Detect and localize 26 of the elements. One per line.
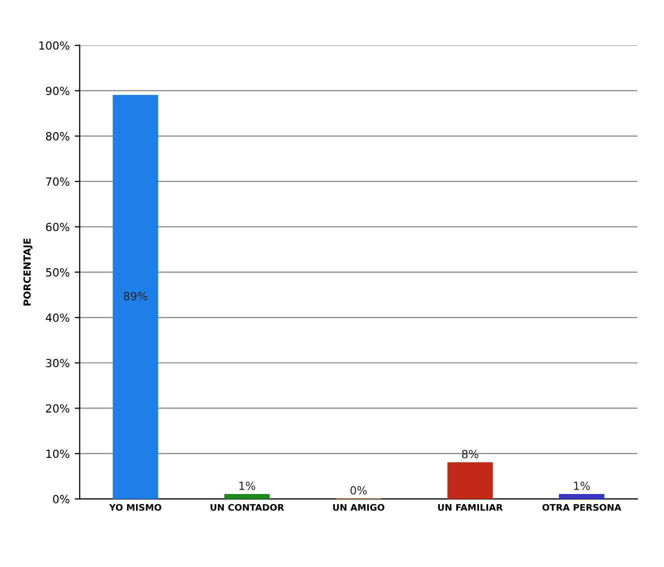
data-label: 1% bbox=[574, 482, 590, 490]
y-tick-label: 10% bbox=[46, 450, 70, 458]
data-label: 1% bbox=[239, 482, 256, 490]
y-tick-label: 60% bbox=[46, 222, 70, 232]
data-label: 8% bbox=[462, 450, 478, 458]
bar bbox=[224, 494, 270, 499]
bar bbox=[447, 462, 493, 499]
y-tick-label: 90% bbox=[46, 86, 70, 96]
x-tick-label: UN FAMILIAR bbox=[438, 504, 503, 511]
y-tick-label: 100% bbox=[39, 41, 70, 50]
y-tick-label: 50% bbox=[46, 268, 70, 277]
data-label: 89% bbox=[124, 292, 148, 300]
y-tick-label: 40% bbox=[46, 313, 70, 322]
x-tick-label: YO MISMO bbox=[109, 504, 162, 511]
bar bbox=[112, 94, 158, 499]
y-tick-label: 30% bbox=[46, 358, 70, 368]
y-axis-title: PORCENTAJE bbox=[23, 238, 33, 306]
y-tick-label: 80% bbox=[46, 132, 70, 140]
x-tick-label: UN CONTADOR bbox=[210, 504, 284, 511]
x-tick-label: UN AMIGO bbox=[333, 504, 384, 511]
y-tick-label: 70% bbox=[46, 177, 70, 186]
x-tick-label: OTRA PERSONA bbox=[542, 504, 622, 511]
y-tick-label: 20% bbox=[46, 404, 70, 413]
data-label: 0% bbox=[350, 486, 367, 495]
y-tick-label: 0% bbox=[53, 494, 70, 504]
bar bbox=[558, 494, 604, 499]
